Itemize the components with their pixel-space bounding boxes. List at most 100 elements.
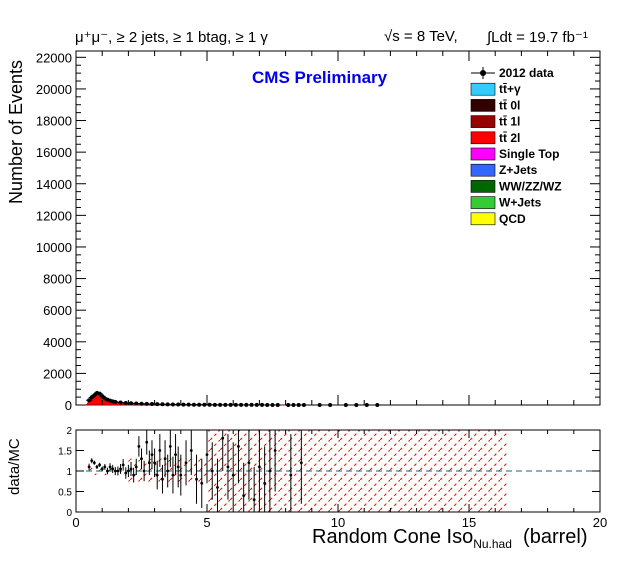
data-point [260, 402, 265, 407]
ratio-point [126, 469, 130, 473]
ratio-point [168, 445, 172, 448]
y-tick-label: 12000 [36, 208, 72, 223]
ratio-point [174, 453, 177, 456]
x-tick-label: 0 [72, 515, 79, 530]
ratio-y-axis-title: data/MC [6, 438, 23, 495]
y-tick-label: 20000 [36, 82, 72, 97]
y-tick-label: 18000 [36, 114, 72, 129]
x-axis-title: Random Cone IsoNu.had (barrel) [312, 526, 587, 551]
ratio-point [263, 481, 267, 485]
data-point [249, 402, 254, 407]
ratio-point [124, 471, 128, 475]
legend-marker [480, 70, 486, 76]
data-point [129, 401, 134, 406]
data-point [296, 402, 301, 407]
data-point [301, 402, 306, 407]
ratio-point [137, 445, 141, 448]
data-point [244, 402, 249, 407]
y-tick-label: 8000 [43, 272, 72, 287]
data-point [317, 402, 322, 407]
ratio-point [111, 467, 115, 471]
y-tick-label: 2000 [43, 366, 72, 381]
legend-swatch [470, 163, 496, 177]
y-tick-label: 4000 [43, 335, 72, 350]
data-point [202, 402, 207, 407]
data-point [176, 402, 181, 407]
x-tick-label: 10 [331, 515, 345, 530]
data-point [160, 402, 165, 407]
legend-label: Z+Jets [499, 163, 538, 177]
ratio-point [155, 473, 159, 477]
legend-swatch [470, 131, 496, 145]
data-point [113, 399, 118, 404]
ratio-point [200, 481, 204, 485]
data-point [207, 402, 212, 407]
ratio-point [113, 469, 117, 473]
cms-label: CMS Preliminary [252, 68, 388, 87]
data-point [123, 400, 128, 405]
ratio-point [231, 473, 235, 477]
x-axis-title-sub: Nu.had [473, 537, 512, 551]
legend-swatch [470, 115, 496, 128]
legend-swatch [470, 99, 496, 112]
legend-swatch [470, 212, 496, 226]
ratio-point [132, 473, 136, 477]
ratio-point [158, 449, 162, 452]
data-point [291, 402, 296, 407]
data-point [191, 402, 196, 407]
ratio-point [116, 469, 120, 473]
y-tick-label: 6000 [43, 303, 72, 318]
data-point [92, 393, 97, 398]
data-point [181, 402, 186, 407]
ratio-y-tick-label: 0 [66, 508, 72, 519]
legend-label: W+Jets [499, 196, 542, 210]
data-point [364, 402, 369, 407]
legend-label: 2012 data [499, 66, 554, 80]
x-tick-label: 15 [462, 515, 476, 530]
ratio-point [221, 436, 225, 440]
data-point [354, 402, 359, 407]
y-tick-label: 0 [65, 398, 72, 413]
ratio-point [210, 469, 214, 473]
ratio-point [108, 465, 112, 469]
ratio-point [121, 463, 125, 467]
data-point [228, 402, 233, 407]
ratio-point [163, 457, 167, 461]
ratio-point [216, 486, 219, 489]
data-point [265, 402, 270, 407]
y-tick-label: 22000 [36, 50, 72, 65]
ratio-point [103, 465, 107, 469]
y-tick-label: 16000 [36, 145, 72, 160]
x-axis-title-suffix: (barrel) [523, 526, 588, 548]
ratio-point [100, 467, 104, 471]
data-point [118, 400, 123, 405]
ratio-point [299, 461, 303, 465]
data-point [270, 402, 275, 407]
ratio-point [153, 461, 157, 465]
data-point [134, 401, 139, 406]
data-point [89, 395, 94, 400]
legend-label: tt̄ 2l [499, 131, 520, 145]
y-tick-label: 14000 [36, 177, 72, 192]
y-axis-title: Number of Events [6, 59, 26, 204]
ratio-point [189, 449, 193, 452]
header-lumi: ∫Ldt = 19.7 fb⁻¹ [487, 29, 588, 46]
ratio-point [252, 498, 256, 502]
ratio-point [140, 457, 143, 461]
header-energy: √s = 8 TeV, [384, 28, 458, 45]
ratio-y-tick-label: 1.5 [58, 447, 72, 458]
ratio-point [134, 465, 138, 469]
ratio-point [150, 453, 154, 456]
data-point [149, 402, 154, 407]
data-point [275, 402, 280, 407]
legend: 2012 data tt̄+γ tt̄ 0l tt̄ 1l tt̄ 2l Single T… [470, 66, 562, 226]
data-point [197, 402, 202, 407]
ratio-point [247, 461, 251, 465]
ratio-point [258, 465, 261, 469]
data-point [170, 402, 175, 407]
ratio-point [142, 469, 146, 473]
x-axis-title-main: Random Cone Iso [312, 526, 474, 548]
data-point [343, 402, 348, 407]
ratio-point [119, 467, 122, 471]
